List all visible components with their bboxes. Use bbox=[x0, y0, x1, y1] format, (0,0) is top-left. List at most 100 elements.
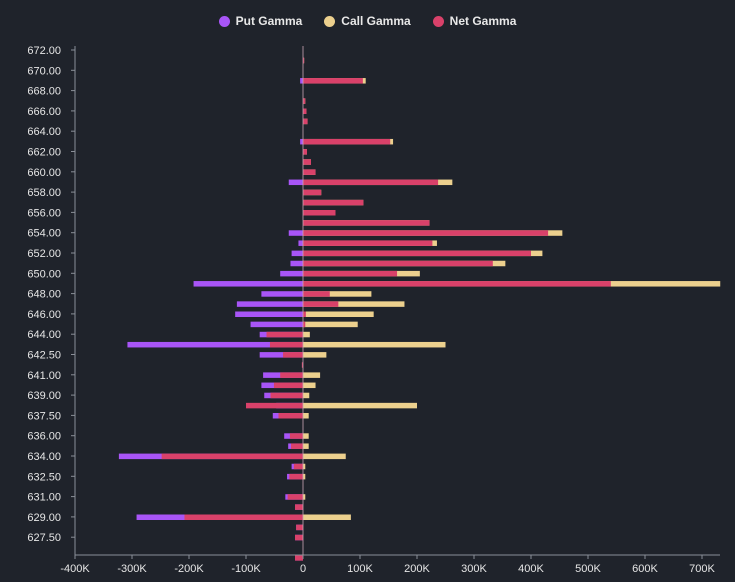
y-tick-label: 658.00 bbox=[27, 187, 61, 199]
y-tick-label: 660.00 bbox=[27, 167, 61, 179]
bar-net-gamma-662.00 bbox=[303, 159, 311, 165]
bar-call-gamma-633.00 bbox=[303, 473, 306, 480]
y-tick-label: 631.00 bbox=[27, 492, 61, 504]
legend-item-call-gamma[interactable]: Call Gamma bbox=[324, 14, 411, 28]
bar-net-gamma-628.00 bbox=[295, 534, 303, 541]
bar-net-gamma-672.00 bbox=[303, 57, 305, 64]
bar-put-gamma-646.00 bbox=[250, 321, 303, 328]
bar-net-gamma-642.50 bbox=[301, 362, 303, 368]
y-tick-label: 664.00 bbox=[27, 126, 61, 138]
bar-net-gamma-639.00 bbox=[246, 402, 303, 409]
bar-net-gamma-668.00 bbox=[303, 98, 306, 104]
bar-call-gamma-643.00 bbox=[303, 352, 327, 358]
bar-net-gamma-631.00 bbox=[295, 504, 303, 510]
legend-item-net-gamma[interactable]: Net Gamma bbox=[432, 14, 517, 28]
bar-net-gamma-658.00 bbox=[303, 199, 364, 206]
x-tick-label: 0 bbox=[300, 563, 306, 575]
bar-net-gamma-652.00 bbox=[303, 260, 493, 267]
bar-net-gamma-637.00 bbox=[289, 433, 303, 439]
bar-call-gamma-647.00 bbox=[303, 311, 374, 317]
bar-net-gamma-654.00 bbox=[303, 240, 433, 246]
bar-net-gamma-632.00 bbox=[287, 494, 303, 500]
legend-label-call-gamma: Call Gamma bbox=[341, 14, 411, 28]
bar-net-gamma-633.00 bbox=[289, 473, 303, 480]
bar-net-gamma-655.00 bbox=[303, 230, 549, 236]
bar-net-gamma-649.00 bbox=[303, 291, 330, 297]
bar-call-gamma-640.00 bbox=[303, 392, 310, 399]
bar-net-gamma-638.00 bbox=[278, 413, 303, 419]
bar-call-gamma-635.00 bbox=[303, 453, 346, 460]
bar-net-gamma-648.00 bbox=[303, 301, 339, 307]
bar-call-gamma-641.00 bbox=[303, 382, 316, 389]
bars-layer bbox=[118, 57, 721, 561]
y-tick-label: 668.00 bbox=[27, 86, 61, 98]
axes-layer: -400K -300K -200K -100K 0 100K 200K 300K 400K 500… bbox=[27, 45, 720, 575]
bar-call-gamma-646.00 bbox=[303, 321, 358, 328]
y-tick-label: 632.50 bbox=[27, 471, 61, 483]
bar-call-gamma-636.00 bbox=[303, 443, 309, 449]
bar-net-gamma-634.00 bbox=[293, 463, 303, 470]
y-tick-label: 639.00 bbox=[27, 390, 61, 402]
bar-call-gamma-638.00 bbox=[303, 413, 309, 419]
bar-net-gamma-636.00 bbox=[291, 443, 303, 449]
bar-net-gamma-656.00 bbox=[303, 220, 430, 226]
x-tick-label: -100K bbox=[231, 563, 261, 575]
bar-put-gamma-670.00 bbox=[300, 78, 303, 84]
y-tick-label: 641.00 bbox=[27, 370, 61, 382]
bar-net-gamma-630.00 bbox=[184, 514, 303, 520]
bar-put-gamma-651.00 bbox=[280, 270, 303, 277]
bar-net-gamma-644.00 bbox=[269, 341, 303, 348]
x-tick-label: 700K bbox=[689, 563, 715, 575]
legend-item-put-gamma[interactable]: Put Gamma bbox=[218, 14, 303, 28]
bar-call-gamma-648.00 bbox=[303, 301, 405, 307]
bar-call-gamma-630.00 bbox=[303, 514, 351, 520]
bar-call-gamma-642.00 bbox=[303, 372, 321, 378]
y-tick-label: 627.50 bbox=[27, 532, 61, 544]
bar-net-gamma-645.00 bbox=[266, 331, 303, 338]
y-tick-label: 634.00 bbox=[27, 451, 61, 463]
bar-net-gamma-642.00 bbox=[280, 372, 303, 378]
bar-net-gamma-629.00 bbox=[296, 524, 303, 531]
x-tick-label: 300K bbox=[461, 563, 487, 575]
bar-net-gamma-647.00 bbox=[303, 311, 306, 317]
y-tick-label: 642.50 bbox=[27, 350, 61, 362]
y-tick-label: 672.00 bbox=[27, 45, 61, 57]
bar-put-gamma-653.00 bbox=[291, 250, 303, 257]
y-tick-label: 648.00 bbox=[27, 289, 61, 301]
bar-put-gamma-660.00 bbox=[288, 179, 303, 186]
legend-label-put-gamma: Put Gamma bbox=[235, 14, 303, 28]
bar-put-gamma-647.00 bbox=[235, 311, 303, 317]
bar-net-gamma-663.00 bbox=[303, 149, 307, 155]
bar-net-gamma-667.00 bbox=[303, 108, 307, 114]
bar-put-gamma-652.00 bbox=[290, 260, 303, 267]
y-tick-label: 637.50 bbox=[27, 410, 61, 422]
bar-net-gamma-661.00 bbox=[303, 169, 316, 175]
y-tick-label: 636.00 bbox=[27, 431, 61, 443]
legend-swatch-call-gamma bbox=[324, 15, 336, 27]
y-tick-label: 644.00 bbox=[27, 329, 61, 341]
y-tick-label: 629.00 bbox=[27, 512, 61, 524]
bar-net-gamma-635.00 bbox=[161, 453, 303, 460]
bar-net-gamma-666.00 bbox=[303, 118, 308, 125]
legend-swatch-net-gamma bbox=[432, 15, 444, 27]
x-tick-label: 100K bbox=[347, 563, 373, 575]
y-tick-label: 654.00 bbox=[27, 228, 61, 240]
y-tick-label: 666.00 bbox=[27, 106, 61, 118]
bar-call-gamma-634.00 bbox=[303, 463, 306, 470]
bar-call-gamma-637.00 bbox=[303, 433, 309, 439]
bar-net-gamma-660.00 bbox=[303, 179, 439, 186]
bar-net-gamma-627.00 bbox=[295, 555, 303, 561]
bar-call-gamma-649.00 bbox=[303, 291, 372, 297]
bar-net-gamma-643.00 bbox=[283, 352, 303, 358]
y-tick-label: 652.00 bbox=[27, 248, 61, 260]
bar-call-gamma-644.00 bbox=[303, 341, 446, 348]
bar-put-gamma-644.00 bbox=[127, 341, 303, 348]
y-tick-label: 650.00 bbox=[27, 268, 61, 280]
chart-legend: Put Gamma Call Gamma Net Gamma bbox=[0, 14, 735, 28]
y-tick-label: 646.00 bbox=[27, 309, 61, 321]
bar-net-gamma-670.00 bbox=[303, 78, 363, 84]
legend-label-net-gamma: Net Gamma bbox=[449, 14, 517, 28]
bar-net-gamma-646.00 bbox=[303, 321, 306, 328]
